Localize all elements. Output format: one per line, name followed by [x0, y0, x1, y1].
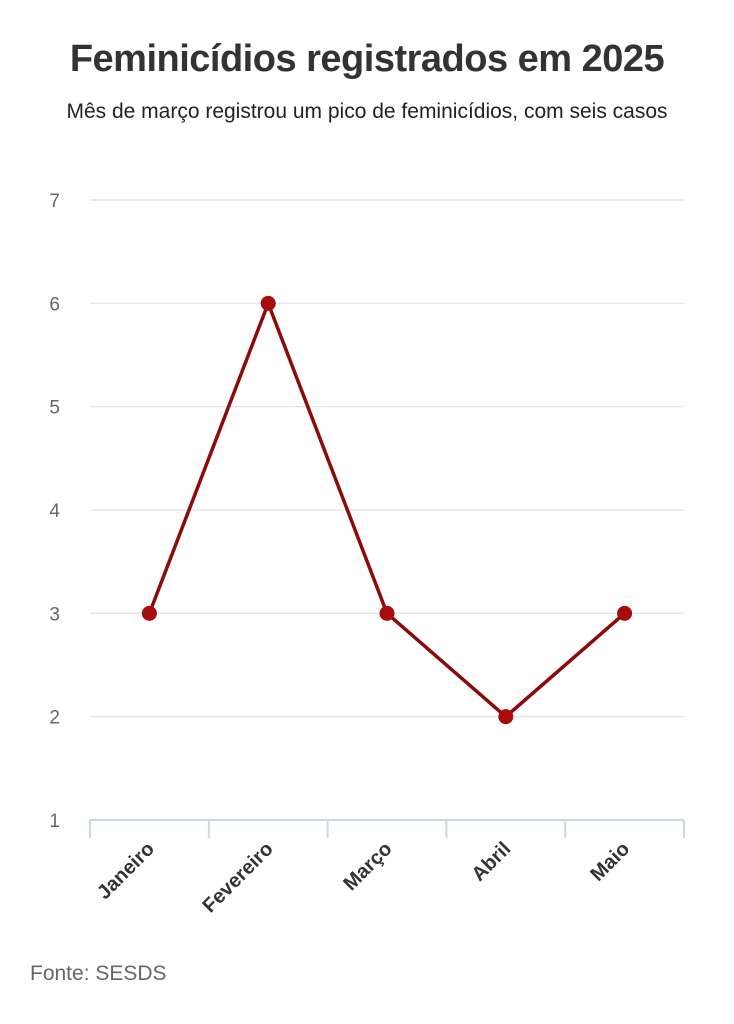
data-point-maio — [617, 605, 633, 621]
y-tick-label: 6 — [49, 294, 60, 315]
x-tick-label: Maio — [586, 838, 634, 886]
y-tick-label: 2 — [49, 708, 60, 729]
y-tick-label: 5 — [49, 398, 60, 419]
chart-title: Feminicídios registrados em 2025 — [69, 38, 665, 80]
x-tick-label: Abril — [468, 838, 516, 886]
data-point-abril — [498, 709, 514, 725]
x-tick-label: Fevereiro — [198, 838, 277, 917]
y-tick-label: 1 — [49, 811, 60, 832]
x-tick-label: Março — [339, 838, 396, 895]
y-tick-label: 4 — [49, 501, 60, 522]
y-tick-label: 3 — [49, 604, 60, 625]
x-tick-label: Janeiro — [93, 838, 159, 904]
source-credit: Fonte: SESDS — [30, 962, 167, 985]
data-point-janeiro — [141, 605, 157, 621]
data-point-março — [379, 605, 395, 621]
y-tick-label: 7 — [49, 191, 60, 212]
chart-subtitle: Mês de março registrou um pico de femini… — [66, 100, 668, 123]
data-point-fevereiro — [260, 295, 276, 311]
line-chart: 1 2 3 4 5 6 7 Janeiro Fevereiro Março Abril Maio — [49, 191, 685, 917]
